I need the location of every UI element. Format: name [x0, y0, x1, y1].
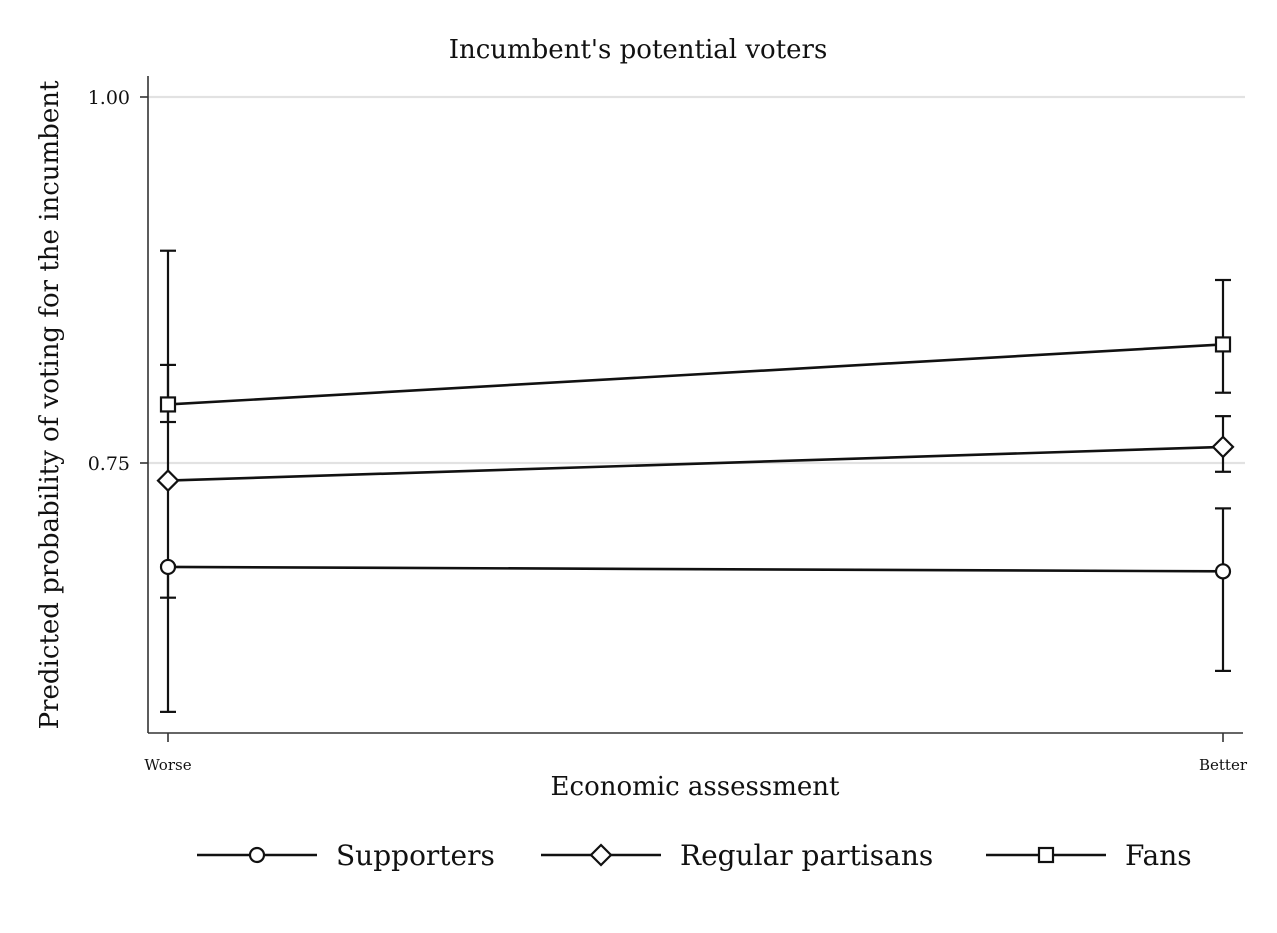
- legend-label: Fans: [1125, 839, 1192, 872]
- series-line-group: [159, 558, 1232, 580]
- legend-item: Supporters: [197, 839, 495, 872]
- x-axis-label: Economic assessment: [551, 772, 840, 802]
- legend-label: Regular partisans: [680, 839, 933, 872]
- data-point-square: [159, 396, 177, 413]
- x-tick-label: Better: [1199, 756, 1248, 774]
- y-tick-label: 1.00: [88, 87, 130, 109]
- chart-title: Incumbent's potential voters: [449, 35, 828, 65]
- series-supporters: [160, 507, 1231, 713]
- series-line-group: [156, 435, 1235, 493]
- gridlines: [148, 95, 1245, 465]
- series-line-group: [159, 336, 1232, 413]
- legend-marker-circle: [248, 846, 266, 864]
- legend-item: Fans: [986, 839, 1192, 872]
- data-point-circle: [1214, 563, 1232, 580]
- legend-marker-diamond: [589, 843, 613, 867]
- y-tick-label: 0.75: [88, 453, 130, 475]
- legend-marker-square: [1037, 846, 1055, 864]
- axis-ticks: 0.75 1.00 Worse Better: [88, 87, 1248, 774]
- data-point-diamond: [156, 469, 180, 493]
- data-point-square: [1214, 336, 1232, 353]
- axes: [147, 76, 1243, 734]
- series-regular-partisans: [160, 363, 1231, 599]
- series-line: [167, 343, 1224, 406]
- y-axis-label: Predicted probability of voting for the …: [35, 80, 65, 729]
- legend-label: Supporters: [336, 839, 495, 872]
- series-line: [167, 445, 1224, 482]
- legend-item: Regular partisans: [541, 839, 933, 872]
- x-tick-label: Worse: [144, 756, 191, 774]
- data-point-diamond: [1211, 435, 1235, 459]
- data-point-circle: [159, 558, 177, 576]
- legend: Supporters Regular partisans Fans: [197, 839, 1192, 872]
- series: [156, 249, 1235, 713]
- series-line: [167, 565, 1224, 573]
